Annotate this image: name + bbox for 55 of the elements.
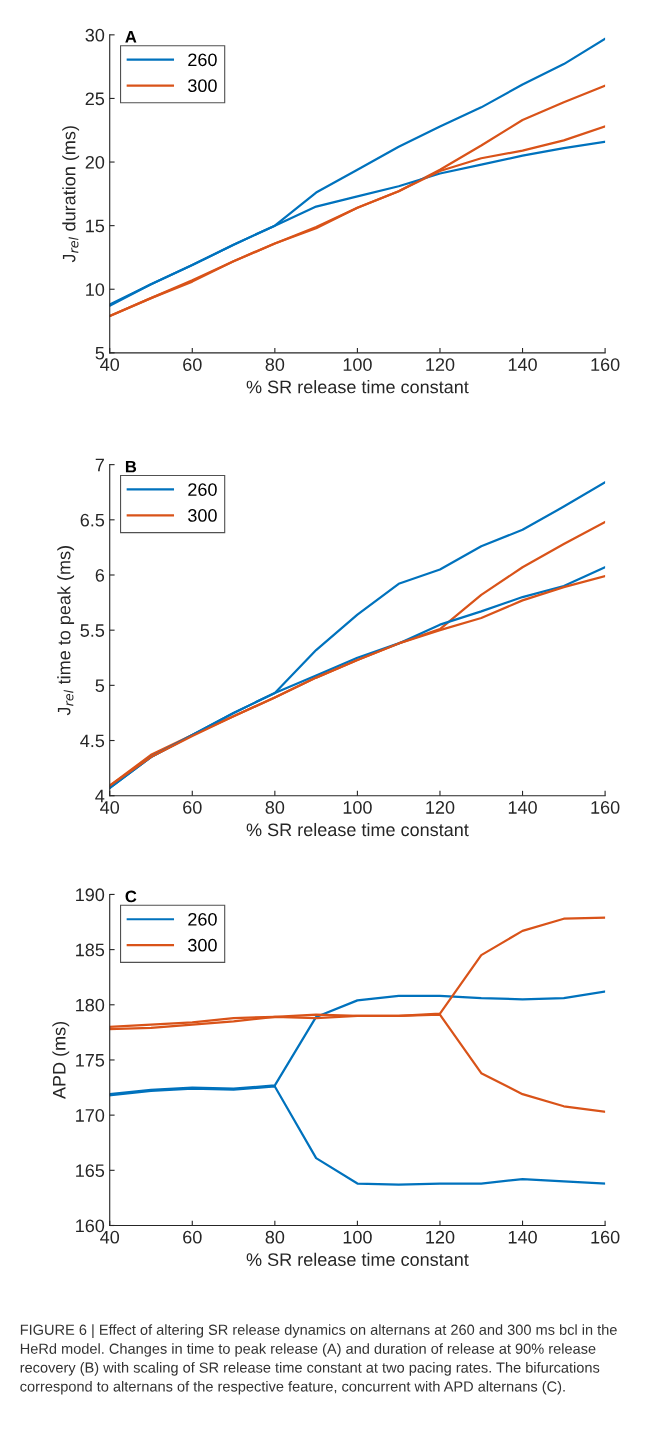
- y-tick-label: 6: [95, 568, 105, 582]
- y-tick-label: 190: [76, 888, 105, 902]
- y-tick-label: 175: [76, 1054, 105, 1067]
- legend-label: 260: [188, 483, 217, 496]
- x-tick-label: 120: [426, 801, 455, 814]
- x-tick-label: 120: [426, 358, 455, 371]
- y-tick-label: 5: [95, 346, 105, 360]
- legend-label: 260: [188, 53, 217, 67]
- x-tick-label: 100: [343, 801, 372, 814]
- x-tick-label: 160: [591, 801, 620, 814]
- x-tick-label: 60: [183, 358, 202, 371]
- caption: FIGURE 6 | Effect of altering SR release dynamics on alternans at 260 and 300 ms bcl in the HeRd model. Changes in time to peak release (A) and duration of release at 90% release recovery (B) with scaling of SR release time constant at two pacing rates. The bifurcations correspond to alternans of the respective feature, concurrent with APD alternans (C).: [20, 1324, 617, 1395]
- y-axis-title: J$_{rel}$ duration (ms): [62, 126, 80, 263]
- x-tick-label: 160: [591, 1230, 620, 1244]
- x-axis-title: % SR release time constant: [246, 1252, 469, 1266]
- y-tick-label: 5.5: [80, 624, 105, 637]
- y-tick-label: 4: [95, 789, 105, 803]
- x-tick-label: 100: [343, 358, 372, 371]
- legend-label: 300: [188, 509, 217, 522]
- y-tick-label: 10: [86, 283, 105, 296]
- y-tick-label: 20: [85, 155, 105, 169]
- x-axis-title: % SR release time constant: [246, 822, 469, 837]
- x-tick-label: 100: [343, 1230, 372, 1244]
- x-tick-label: 140: [508, 801, 537, 814]
- y-axis-title: APD (ms): [52, 1021, 70, 1100]
- legend-label: 300: [188, 938, 217, 952]
- y-tick-label: 6.5: [80, 513, 105, 527]
- legend-label: 260: [188, 912, 217, 926]
- y-tick-label: 4.5: [80, 734, 105, 748]
- x-tick-label: 40: [100, 358, 120, 371]
- legend-label: 300: [188, 79, 217, 93]
- x-tick-label: 80: [265, 801, 285, 814]
- x-tick-label: 80: [265, 1230, 285, 1244]
- chart-title: A: [125, 31, 137, 43]
- y-tick-label: 15: [86, 219, 105, 233]
- x-tick-label: 40: [100, 801, 120, 814]
- y-tick-label: 165: [76, 1164, 105, 1178]
- x-tick-label: 80: [265, 358, 285, 371]
- y-tick-label: 5: [95, 679, 105, 693]
- y-axis-title: J$_{rel}$ time to peak (ms): [57, 546, 75, 716]
- y-tick-label: 170: [76, 1109, 105, 1122]
- x-tick-label: 120: [426, 1230, 455, 1244]
- x-axis-title: % SR release time constant: [246, 380, 469, 394]
- chart-title: B: [125, 460, 137, 473]
- chart-title: C: [125, 890, 137, 903]
- y-tick-label: 25: [85, 92, 105, 106]
- x-tick-label: 60: [183, 1230, 202, 1244]
- x-tick-label: 60: [183, 801, 202, 814]
- x-tick-label: 160: [591, 358, 620, 371]
- y-tick-label: 30: [85, 28, 105, 42]
- y-tick-label: 7: [95, 458, 104, 472]
- x-tick-label: 140: [508, 358, 537, 371]
- y-tick-label: 180: [76, 998, 105, 1012]
- y-tick-label: 185: [76, 943, 105, 957]
- x-tick-label: 140: [508, 1230, 537, 1244]
